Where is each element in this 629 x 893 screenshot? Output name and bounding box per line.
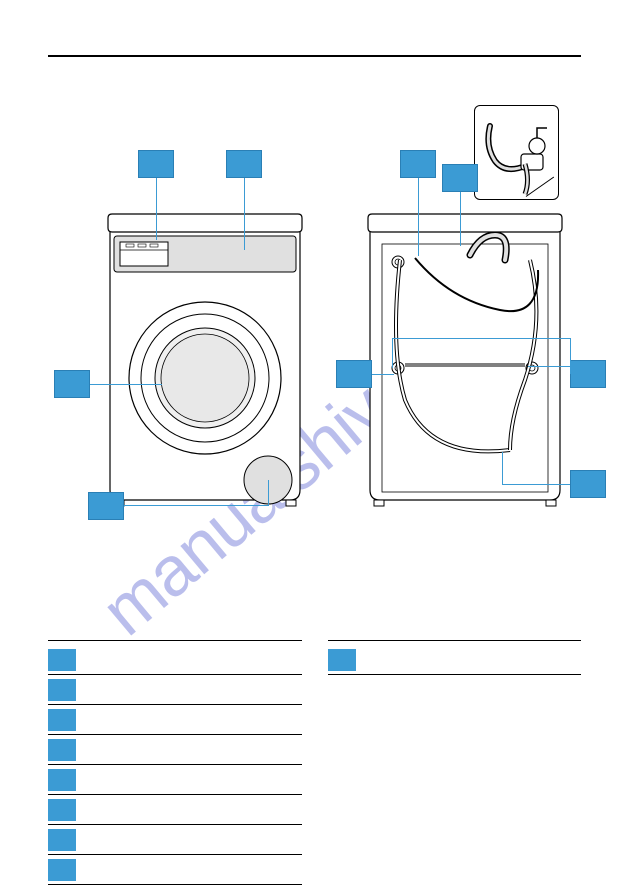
legend-row xyxy=(48,855,302,885)
legend-num-3 xyxy=(48,709,76,731)
leader-7 xyxy=(372,374,394,375)
leader-8a xyxy=(392,338,570,339)
callout-4 xyxy=(88,492,124,520)
callout-6 xyxy=(442,164,478,192)
inset-detail xyxy=(474,105,559,200)
header-rule xyxy=(48,55,581,57)
legend-row xyxy=(48,795,302,825)
legend-num-8 xyxy=(48,859,76,881)
legend-num-1 xyxy=(48,649,76,671)
legend-num-2 xyxy=(48,679,76,701)
legend-row xyxy=(328,645,582,675)
leader-6 xyxy=(460,192,461,246)
legend-left-column xyxy=(48,640,302,885)
callout-1 xyxy=(138,150,174,178)
leader-8d xyxy=(528,366,570,367)
legend-row xyxy=(48,645,302,675)
leader-3 xyxy=(90,384,162,385)
leader-8b xyxy=(570,338,571,374)
legend-row xyxy=(48,735,302,765)
callout-8 xyxy=(570,360,606,388)
leader-4a xyxy=(268,480,269,505)
legend-num-4 xyxy=(48,739,76,761)
leader-2 xyxy=(244,178,245,250)
leader-5 xyxy=(418,178,419,256)
legend-row xyxy=(48,825,302,855)
leader-4b xyxy=(124,505,269,506)
callout-7 xyxy=(336,360,372,388)
legend-num-6 xyxy=(48,799,76,821)
callout-3 xyxy=(54,370,90,398)
legend-right-column xyxy=(328,640,582,885)
legend-num-5 xyxy=(48,769,76,791)
callout-5 xyxy=(400,150,436,178)
leader-8c xyxy=(392,338,393,368)
legend-num-7 xyxy=(48,829,76,851)
legend-num-9 xyxy=(328,649,356,671)
washer-front-illustration xyxy=(100,200,310,510)
legend-tables xyxy=(48,640,581,885)
inset-illustration xyxy=(475,106,560,201)
legend-row xyxy=(48,765,302,795)
leader-1 xyxy=(156,178,157,240)
legend-row xyxy=(48,675,302,705)
callout-9 xyxy=(570,470,606,498)
leader-9b xyxy=(502,452,503,484)
leader-9a xyxy=(502,484,570,485)
callout-2 xyxy=(226,150,262,178)
diagram-area xyxy=(40,140,589,570)
legend-row xyxy=(48,705,302,735)
